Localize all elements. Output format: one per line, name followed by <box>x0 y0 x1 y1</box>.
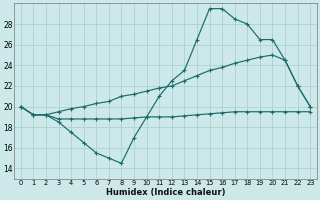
X-axis label: Humidex (Indice chaleur): Humidex (Indice chaleur) <box>106 188 225 197</box>
